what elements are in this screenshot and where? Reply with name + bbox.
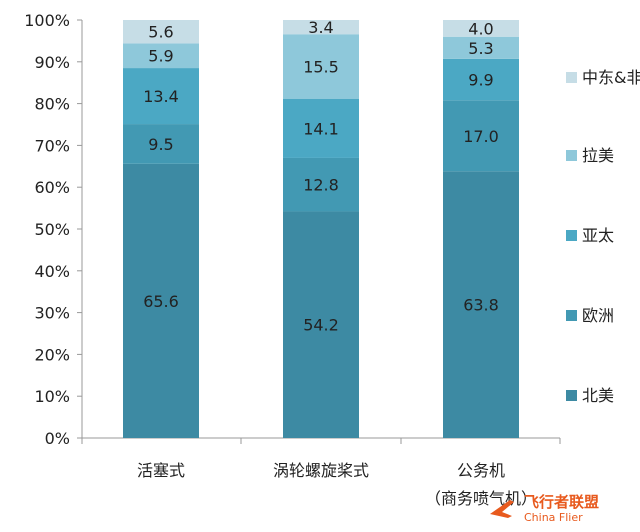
data-label: 9.9 bbox=[468, 71, 493, 90]
bar-segment bbox=[283, 157, 359, 212]
bar-segment bbox=[123, 43, 199, 69]
legend-swatch bbox=[566, 390, 577, 401]
legend-swatch bbox=[566, 72, 577, 83]
x-category-label: 活塞式 bbox=[137, 461, 185, 480]
bar-segment bbox=[443, 36, 519, 59]
bar-segment bbox=[283, 99, 359, 158]
bar-segment bbox=[443, 58, 519, 101]
y-tick-label: 90% bbox=[34, 53, 70, 72]
bar-segment bbox=[443, 20, 519, 37]
data-label: 9.5 bbox=[148, 135, 173, 154]
y-tick-label: 40% bbox=[34, 262, 70, 281]
data-label: 14.1 bbox=[303, 119, 339, 138]
y-tick-label: 100% bbox=[24, 11, 70, 30]
bar-segment bbox=[123, 124, 199, 164]
y-tick-label: 70% bbox=[34, 136, 70, 155]
bar-segment bbox=[283, 34, 359, 100]
bar-segment bbox=[443, 171, 519, 439]
y-tick-label: 10% bbox=[34, 387, 70, 406]
bars: 65.6 9.5 13.4 5.9 5.6 54.2 12.8 14.1 15.5 3.4 63.8… bbox=[123, 18, 519, 439]
data-label: 5.3 bbox=[468, 39, 493, 58]
legend-label: 亚太 bbox=[582, 226, 614, 245]
data-label: 5.6 bbox=[148, 23, 173, 42]
data-label: 54.2 bbox=[303, 316, 339, 335]
data-label: 5.9 bbox=[148, 47, 173, 66]
data-label: 17.0 bbox=[463, 127, 499, 146]
y-tick-label: 60% bbox=[34, 178, 70, 197]
y-tick-label: 20% bbox=[34, 345, 70, 364]
watermark: 飞行者联盟 China Flier bbox=[490, 493, 599, 524]
legend-label: 中东&非 bbox=[582, 68, 640, 87]
data-label: 13.4 bbox=[143, 87, 179, 106]
data-label: 65.6 bbox=[143, 292, 179, 311]
bar-segment bbox=[123, 68, 199, 125]
bar-segment bbox=[123, 20, 199, 44]
data-label: 4.0 bbox=[468, 19, 493, 38]
legend-swatch bbox=[566, 310, 577, 321]
data-label: 15.5 bbox=[303, 58, 339, 77]
y-tick-label: 50% bbox=[34, 220, 70, 239]
legend-label: 北美 bbox=[582, 386, 614, 405]
bar-segment bbox=[283, 20, 359, 35]
legend-swatch bbox=[566, 230, 577, 241]
axes: 0% 10% 20% 30% 40% 50% 60% 70% 80% 90% 100% 活塞式 涡轮螺旋… bbox=[24, 11, 561, 508]
legend-label: 欧洲 bbox=[582, 306, 614, 325]
y-tick-label: 0% bbox=[45, 429, 70, 448]
bar-segment bbox=[123, 163, 199, 439]
data-label: 3.4 bbox=[308, 18, 333, 37]
x-category-label: 涡轮螺旋桨式 bbox=[273, 461, 369, 480]
legend-swatch bbox=[566, 150, 577, 161]
watermark-brand: 飞行者联盟 bbox=[524, 493, 599, 511]
legend-label: 拉美 bbox=[582, 146, 614, 165]
bar-segment bbox=[443, 100, 519, 172]
y-tick-label: 80% bbox=[34, 95, 70, 114]
y-tick-label: 30% bbox=[34, 304, 70, 323]
bar-segment bbox=[283, 211, 359, 438]
data-label: 12.8 bbox=[303, 176, 339, 195]
data-label: 63.8 bbox=[463, 296, 499, 315]
plane-logo-icon bbox=[490, 500, 514, 518]
watermark-site: China Flier bbox=[524, 511, 583, 524]
